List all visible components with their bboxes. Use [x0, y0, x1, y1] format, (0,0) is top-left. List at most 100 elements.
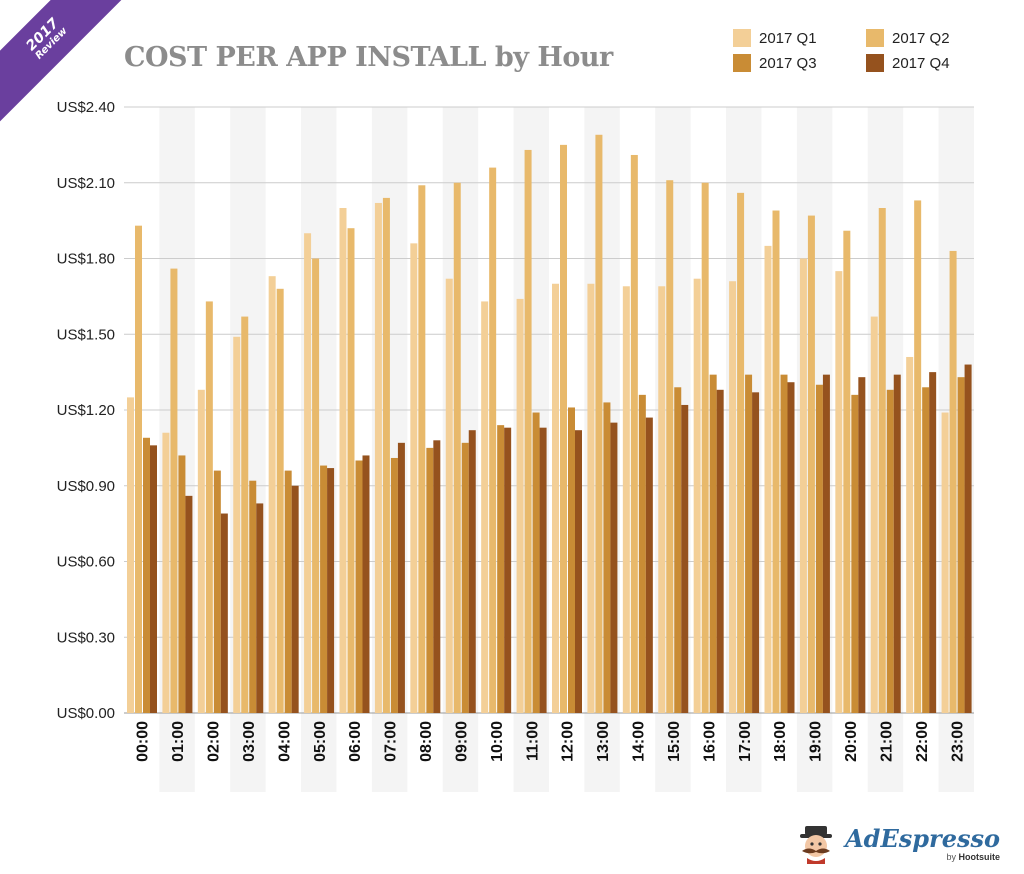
bar-2017-q2	[560, 144, 567, 713]
bar-2017-q1	[197, 389, 205, 713]
bar-2017-q4	[787, 382, 795, 713]
bar-2017-q1	[941, 412, 949, 713]
bar-2017-q3	[851, 394, 859, 713]
bar-2017-q1	[268, 276, 276, 713]
bar-2017-q2	[170, 268, 178, 713]
bar-2017-q4	[539, 427, 547, 713]
y-tick-label: US$0.00	[57, 705, 115, 722]
bar-2017-q4	[610, 422, 618, 713]
bar-2017-q4	[362, 455, 370, 713]
bar-2017-q2	[666, 180, 674, 714]
bar-2017-q3	[426, 447, 434, 713]
bar-2017-q1	[658, 286, 666, 713]
bar-2017-q2	[807, 215, 815, 713]
bar-2017-q2	[312, 258, 320, 713]
bar-2017-q1	[481, 301, 489, 713]
y-tick-label: US$0.30	[57, 629, 115, 646]
bar-2017-q2	[737, 192, 745, 714]
bar-2017-q4	[468, 430, 476, 713]
x-tick-label: 04:00	[276, 721, 293, 762]
bar-2017-q1	[729, 281, 737, 713]
bar-2017-q1	[374, 202, 382, 713]
bar-2017-q3	[355, 460, 363, 713]
bar-2017-q1	[127, 397, 134, 713]
bar-2017-q3	[532, 412, 540, 713]
bar-2017-q1	[339, 208, 347, 713]
bar-2017-q1	[799, 258, 807, 713]
bar-2017-q2	[347, 228, 355, 713]
x-tick-label: 10:00	[489, 721, 506, 762]
x-tick-label: 07:00	[383, 721, 400, 762]
bar-2017-q3	[213, 470, 221, 713]
legend-label: 2017 Q2	[892, 30, 950, 47]
legend-swatch	[733, 29, 751, 47]
bar-2017-q3	[709, 374, 717, 713]
brand-logo: AdEspresso by Hootsuite	[793, 824, 1000, 864]
bar-2017-q2	[524, 149, 532, 714]
y-tick-label: US$1.20	[57, 402, 115, 419]
x-tick-label: 19:00	[808, 721, 825, 762]
bar-2017-q1	[445, 278, 453, 713]
bar-2017-q4	[858, 377, 866, 713]
bar-2017-q3	[249, 480, 257, 713]
bar-2017-q2	[914, 200, 922, 714]
bar-2017-q1	[693, 278, 701, 713]
bar-2017-q4	[256, 503, 264, 713]
bar-2017-q4	[397, 442, 405, 713]
bar-2017-q2	[949, 250, 957, 714]
bar-2017-q3	[815, 384, 823, 713]
bar-2017-q1	[410, 243, 418, 713]
bar-2017-q1	[622, 286, 630, 713]
bar-2017-q1	[233, 336, 241, 713]
chart-title: COST PER APP INSTALL by Hour	[124, 42, 613, 73]
x-tick-label: 21:00	[878, 721, 895, 762]
bar-2017-q3	[568, 407, 575, 713]
bar-2017-q4	[752, 392, 760, 713]
x-tick-label: 23:00	[949, 721, 966, 762]
x-tick-label: 18:00	[772, 721, 789, 762]
legend-label: 2017 Q4	[892, 55, 950, 72]
bar-2017-q3	[143, 437, 150, 713]
bar-2017-q2	[418, 185, 426, 713]
bar-2017-q1	[516, 298, 524, 713]
bar-2017-q2	[135, 225, 142, 714]
bar-2017-q2	[843, 230, 851, 713]
bar-2017-q3	[178, 455, 186, 713]
bar-2017-q3	[603, 402, 611, 713]
bar-2017-q3	[957, 377, 965, 713]
x-tick-label: 13:00	[595, 721, 612, 762]
bar-2017-q4	[327, 468, 335, 713]
bar-2017-q1	[552, 283, 559, 713]
bar-2017-q4	[504, 427, 512, 713]
y-tick-label: US$2.40	[57, 99, 115, 116]
bar-2017-q3	[780, 374, 788, 713]
bar-2017-q3	[390, 457, 398, 713]
bar-2017-q3	[674, 387, 682, 713]
legend-swatch	[866, 29, 884, 47]
x-tick-label: 16:00	[701, 721, 718, 762]
x-tick-label: 12:00	[560, 721, 577, 762]
bar-2017-q2	[382, 197, 390, 713]
legend-swatch	[733, 54, 751, 72]
bar-2017-q4	[681, 404, 689, 713]
bar-2017-q4	[150, 445, 157, 713]
x-tick-label: 05:00	[312, 721, 329, 762]
bar-2017-q2	[489, 167, 497, 714]
y-tick-label: US$0.90	[57, 478, 115, 495]
legend-label: 2017 Q1	[759, 30, 817, 47]
bar-2017-q3	[638, 394, 646, 713]
bar-2017-q1	[870, 316, 878, 713]
bar-2017-q1	[835, 271, 843, 713]
x-tick-label: 03:00	[241, 721, 258, 762]
bar-2017-q2	[878, 208, 886, 713]
x-tick-label: 01:00	[170, 721, 187, 762]
bar-2017-q1	[906, 356, 914, 713]
bar-2017-q4	[291, 485, 299, 713]
mustache-man-icon	[800, 826, 833, 864]
x-tick-label: 14:00	[631, 721, 648, 762]
x-tick-label: 17:00	[737, 721, 754, 762]
bar-2017-q4	[645, 417, 653, 713]
bar-2017-q2	[595, 134, 603, 713]
y-tick-label: US$1.80	[57, 251, 115, 268]
